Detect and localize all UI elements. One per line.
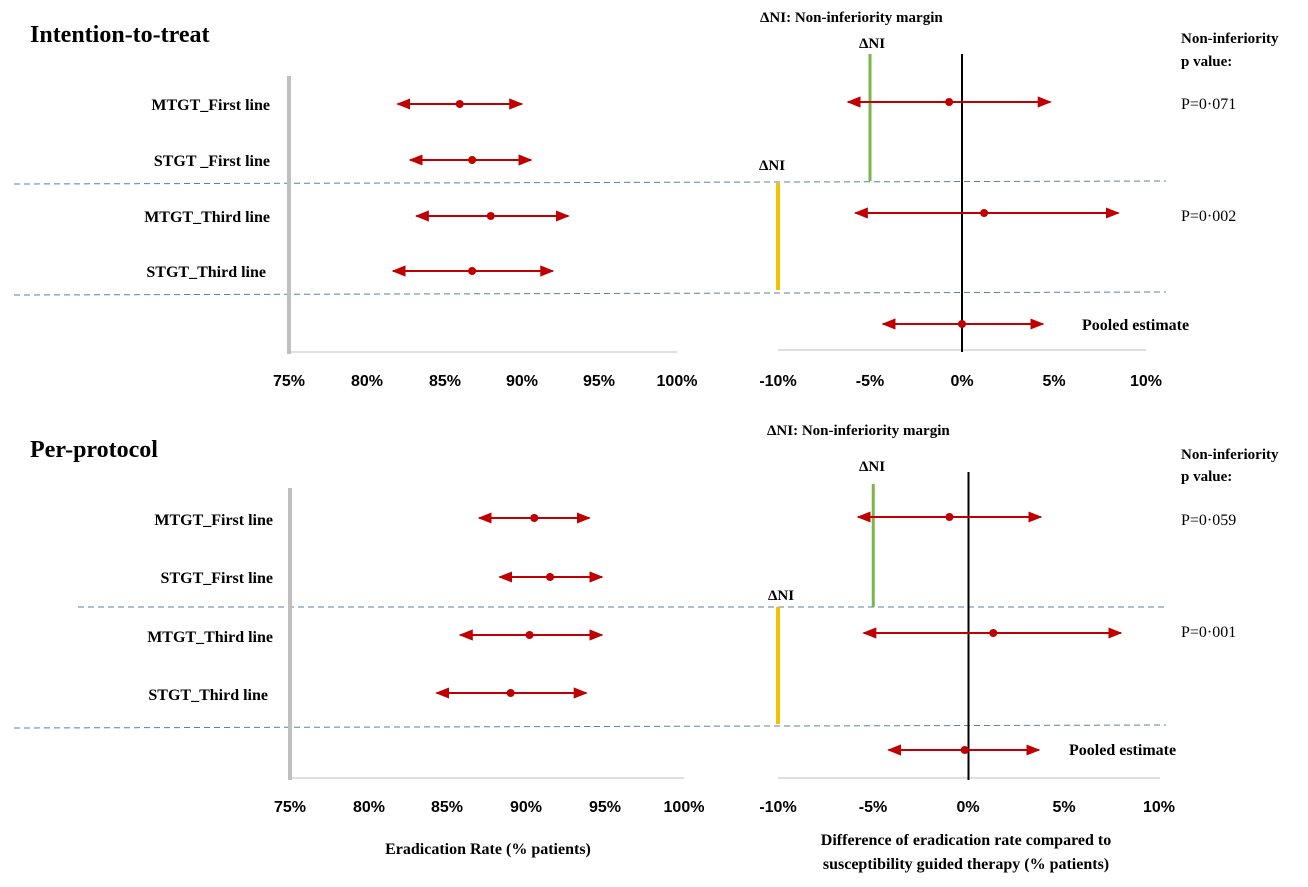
- pooled-ci-bar: [887, 744, 1041, 756]
- ni-margin-label: ΔNI: [759, 158, 785, 174]
- right-tick-label: 0%: [956, 799, 979, 816]
- pooled-ci-bar: [881, 318, 1045, 330]
- left-tick-label: 100%: [664, 799, 705, 816]
- row-label: STGT_Third line: [146, 264, 266, 281]
- ni-margin-label: ΔNI: [859, 36, 885, 52]
- left-ci-bar: [408, 154, 533, 166]
- left-ci-bar: [435, 687, 588, 699]
- group-separator: [13, 180, 1167, 185]
- pvalue-header-line2: p value:: [1181, 469, 1232, 485]
- row-label: MTGT_Third line: [144, 209, 270, 226]
- difference-ci-bar: [846, 96, 1052, 108]
- pvalue-text: P=0·001: [1181, 624, 1236, 641]
- difference-ci-bar: [856, 511, 1043, 523]
- ni-margin-note: ΔNI: Non-inferiority margin: [760, 10, 943, 26]
- left-ci-bar: [396, 98, 524, 110]
- panel-intention-to-treat: Intention-to-treat ΔNI: Non-inferiority …: [13, 10, 1279, 390]
- left-ci-bar: [391, 265, 555, 277]
- difference-ci-bar: [862, 627, 1123, 639]
- row-label: STGT_First line: [161, 570, 273, 587]
- pvalue-header-line1: Non-inferiority: [1181, 447, 1279, 463]
- right-tick-label: 5%: [1042, 373, 1065, 390]
- panel-per-protocol: Per-protocol ΔNI: Non-inferiority margin…: [13, 423, 1279, 873]
- left-x-axis-title: Eradication Rate (% patients): [385, 841, 591, 858]
- pvalue-text: P=0·059: [1181, 512, 1236, 529]
- pvalue-text: P=0·071: [1181, 96, 1236, 113]
- row-label: MTGT_First line: [151, 97, 270, 114]
- right-x-axis-title-line1: Difference of eradication rate compared …: [821, 832, 1111, 849]
- pooled-estimate-label: Pooled estimate: [1082, 317, 1189, 334]
- ni-margin-note: ΔNI: Non-inferiority margin: [767, 423, 950, 439]
- left-tick-label: 85%: [431, 799, 463, 816]
- ni-margin-label: ΔNI: [859, 459, 885, 475]
- panel-title: Per-protocol: [30, 437, 158, 463]
- group-separator: [13, 291, 1167, 296]
- panel-title: Intention-to-treat: [30, 22, 210, 48]
- row-label: MTGT_Third line: [147, 629, 273, 646]
- right-tick-label: -10%: [759, 799, 796, 816]
- row-label: STGT _First line: [154, 153, 270, 170]
- left-ci-bar: [498, 571, 604, 583]
- group-separator: [13, 724, 1167, 729]
- pooled-estimate-label: Pooled estimate: [1069, 742, 1176, 759]
- left-tick-label: 100%: [657, 373, 698, 390]
- left-tick-label: 85%: [429, 373, 461, 390]
- right-tick-label: 0%: [950, 373, 973, 390]
- right-tick-label: -5%: [859, 799, 887, 816]
- right-tick-label: 5%: [1052, 799, 1075, 816]
- right-tick-label: 10%: [1130, 373, 1162, 390]
- right-tick-label: -10%: [759, 373, 796, 390]
- pvalue-header-line2: p value:: [1181, 54, 1232, 70]
- left-tick-label: 75%: [274, 799, 306, 816]
- left-tick-label: 80%: [353, 799, 385, 816]
- ni-margin-label: ΔNI: [768, 588, 794, 604]
- right-x-axis-title-line2: susceptibility guided therapy (% patient…: [823, 856, 1109, 873]
- left-tick-label: 75%: [273, 373, 305, 390]
- left-tick-label: 80%: [351, 373, 383, 390]
- left-tick-label: 90%: [506, 373, 538, 390]
- left-tick-label: 95%: [583, 373, 615, 390]
- left-ci-bar: [458, 629, 604, 641]
- left-ci-bar: [477, 512, 591, 524]
- pvalue-header-line1: Non-inferiority: [1181, 31, 1279, 47]
- difference-ci-bar: [853, 207, 1120, 219]
- row-label: MTGT_First line: [154, 512, 273, 529]
- left-tick-label: 95%: [589, 799, 621, 816]
- pvalue-text: P=0·002: [1181, 208, 1236, 225]
- left-tick-label: 90%: [510, 799, 542, 816]
- row-label: STGT_Third line: [148, 687, 268, 704]
- right-tick-label: 10%: [1143, 799, 1175, 816]
- left-ci-bar: [414, 210, 570, 222]
- right-tick-label: -5%: [856, 373, 884, 390]
